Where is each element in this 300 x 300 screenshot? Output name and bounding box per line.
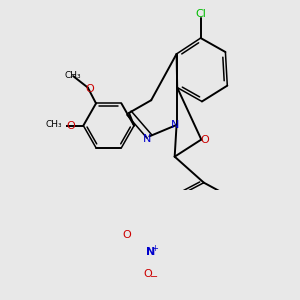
Text: −: − (150, 272, 158, 281)
Text: N: N (171, 120, 179, 130)
Text: N: N (143, 134, 152, 144)
Text: O: O (123, 230, 131, 240)
Text: O: O (66, 121, 75, 130)
Text: O: O (200, 134, 209, 145)
Text: CH₃: CH₃ (65, 71, 82, 80)
Text: N: N (146, 248, 155, 257)
Text: O: O (85, 84, 94, 94)
Text: O: O (144, 269, 152, 279)
Text: Cl: Cl (196, 9, 207, 19)
Text: +: + (152, 244, 158, 253)
Text: CH₃: CH₃ (46, 121, 62, 130)
